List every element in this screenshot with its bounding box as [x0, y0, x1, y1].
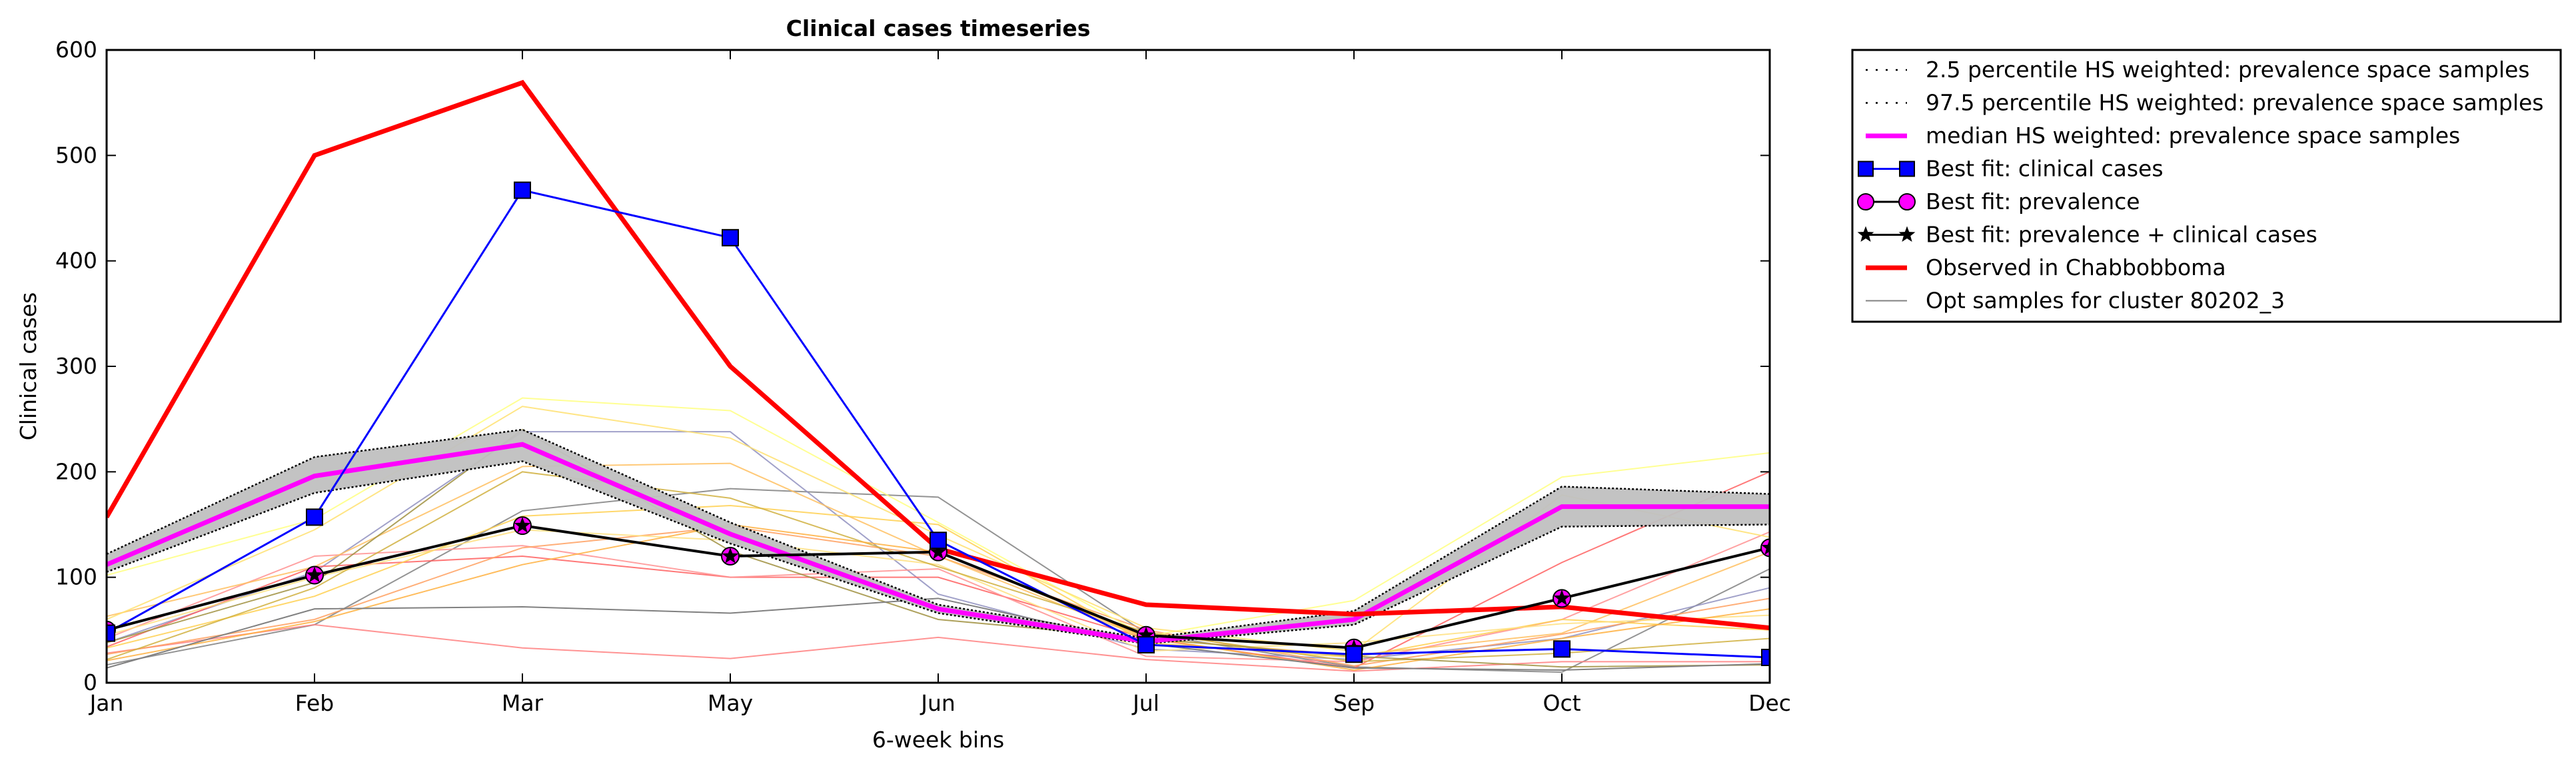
clinical-point [1553, 640, 1571, 658]
clinical-point [1345, 645, 1363, 663]
percentile-97-5-line [107, 428, 1770, 639]
y-tick-label: 400 [55, 248, 97, 274]
legend-marker-square [1899, 161, 1915, 177]
x-axis-title: 6-week bins [872, 727, 1004, 753]
x-tick-label: Jun [920, 690, 956, 716]
opt-sample-line [107, 597, 1770, 671]
x-tick-label: Jan [89, 690, 124, 716]
x-tick-label: Oct [1543, 690, 1581, 716]
legend-frame [1851, 49, 2562, 323]
y-tick-label: 100 [55, 564, 97, 590]
plot-frame [105, 49, 1771, 684]
clinical-point [930, 532, 947, 550]
sample-line-1 [107, 488, 1770, 673]
legend-label-5: Best fit: prevalence [1926, 189, 2140, 214]
legend-label-4: Best fit: clinical cases [1926, 156, 2164, 182]
sample-line-5 [107, 531, 1770, 663]
x-tick-label: May [708, 690, 753, 716]
percentile-2-5-line [107, 460, 1770, 645]
y-tick-label: 200 [55, 458, 97, 484]
sample-line-10 [107, 504, 1770, 659]
combined-point [1553, 589, 1571, 605]
legend-marker-circle [1857, 193, 1874, 210]
median-line [107, 442, 1770, 644]
combined-point [306, 566, 323, 582]
legend-marker-circle [1898, 193, 1916, 210]
combined-point [1137, 626, 1155, 643]
clinical-point [514, 181, 531, 199]
legend-marker-star [1898, 226, 1916, 242]
y-tick-label: 600 [55, 37, 97, 63]
sample-line-2 [107, 431, 1770, 661]
clinical-point [107, 624, 115, 642]
y-tick-label: 0 [83, 669, 97, 695]
sample-line-14 [107, 428, 1770, 668]
x-tick-label: Feb [295, 690, 334, 716]
chart-title: Clinical cases timeseries [786, 15, 1091, 41]
clinical-point [722, 228, 739, 246]
legend-label-6: Best fit: prevalence + clinical cases [1926, 222, 2317, 248]
legend-marker-star [1857, 226, 1874, 242]
plot-area [107, 79, 1770, 673]
plot-content [107, 79, 1770, 673]
sample-line-12 [107, 471, 1770, 663]
combined-point [722, 548, 739, 564]
x-tick-label: Dec [1748, 690, 1791, 716]
x-tick-label: Jul [1131, 690, 1159, 716]
best-fit-clinical-line [107, 189, 1770, 659]
x-tick-label: Mar [502, 690, 544, 716]
legend-label-7: Observed in Chabbobboma [1926, 254, 2226, 280]
legend-label-2: 97.5 percentile HS weighted: prevalence … [1926, 90, 2544, 116]
clinical-point [306, 508, 323, 526]
legend-label-1: 2.5 percentile HS weighted: prevalence s… [1926, 57, 2530, 83]
y-tick-label: 300 [55, 353, 97, 379]
y-axis-title: Clinical cases [15, 292, 41, 441]
sample-line-3 [107, 623, 1770, 672]
combined-point [1761, 539, 1770, 555]
legend-label-3: median HS weighted: prevalence space sam… [1926, 123, 2460, 149]
combined-point [930, 543, 947, 560]
legend-marker-square [1858, 161, 1874, 177]
legend-label-8: Opt samples for cluster 80202_3 [1926, 288, 2285, 314]
legend: 2.5 percentile HS weighted: prevalence s… [1851, 49, 2562, 323]
y-tick-label: 500 [55, 142, 97, 168]
axis-ticks: 0 100 200 300 400 500 600 Jan Feb Mar May Jun Jul Sep… [55, 37, 1791, 716]
clinical-point [1137, 636, 1155, 653]
combined-point [514, 517, 531, 533]
sample-line-11 [107, 529, 1770, 652]
x-tick-label: Sep [1333, 690, 1375, 716]
clinical-point [1761, 649, 1770, 666]
sample-line-4 [107, 471, 1770, 669]
